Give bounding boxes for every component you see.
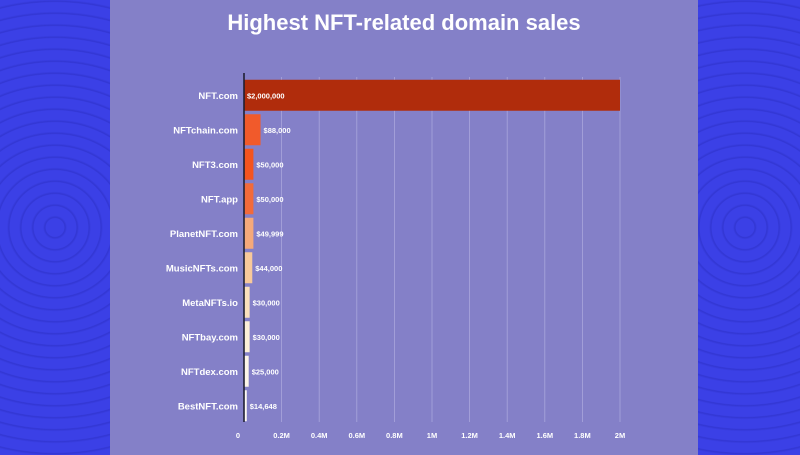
value-label: $88,000: [264, 126, 291, 135]
bar: [244, 79, 620, 111]
value-label: $25,000: [252, 367, 279, 376]
category-label: NFTbay.com: [182, 332, 238, 343]
category-label: BestNFT.com: [178, 401, 238, 412]
x-tick-label: 1M: [427, 431, 437, 440]
bar: [244, 183, 254, 215]
bar: [244, 114, 261, 146]
bar: [244, 148, 254, 180]
value-label: $49,999: [256, 229, 283, 238]
right-background-pattern: [690, 0, 800, 455]
bar: [244, 321, 250, 353]
value-label: $14,648: [250, 402, 277, 411]
value-label: $50,000: [256, 195, 283, 204]
bar: [244, 286, 250, 318]
chart-title: Highest NFT-related domain sales: [227, 10, 581, 35]
bar: [244, 355, 249, 387]
category-label: MetaNFTs.io: [182, 298, 238, 309]
bar-chart: NFT.com $2,000,000 NFTchain.com $88,000 NFT3…: [166, 73, 625, 440]
x-tick-label: 1.8M: [574, 431, 591, 440]
category-label: NFT3.com: [192, 160, 238, 171]
category-label: NFTchain.com: [173, 125, 238, 136]
value-label: $44,000: [255, 264, 282, 273]
bar: [244, 390, 247, 422]
x-tick-label: 0.6M: [348, 431, 365, 440]
left-background-pattern: [0, 0, 110, 455]
value-label: $30,000: [253, 298, 280, 307]
bar: [244, 252, 253, 284]
x-tick-label: 1.4M: [499, 431, 516, 440]
value-label: $50,000: [256, 160, 283, 169]
category-label: NFT.com: [198, 91, 238, 102]
x-tick-label: 0: [236, 431, 240, 440]
bar: [244, 217, 254, 249]
x-tick-label: 0.4M: [311, 431, 328, 440]
category-label: PlanetNFT.com: [170, 229, 238, 240]
category-label: MusicNFTs.com: [166, 263, 238, 274]
x-tick-label: 1.6M: [536, 431, 553, 440]
x-tick-label: 0.8M: [386, 431, 403, 440]
x-tick-label: 1.2M: [461, 431, 478, 440]
category-label: NFT.app: [201, 194, 238, 205]
value-label: $30,000: [253, 333, 280, 342]
chart-panel: [110, 0, 698, 455]
value-label: $2,000,000: [247, 91, 285, 100]
x-tick-label: 0.2M: [273, 431, 290, 440]
x-tick-label: 2M: [615, 431, 625, 440]
category-label: NFTdex.com: [181, 367, 238, 378]
